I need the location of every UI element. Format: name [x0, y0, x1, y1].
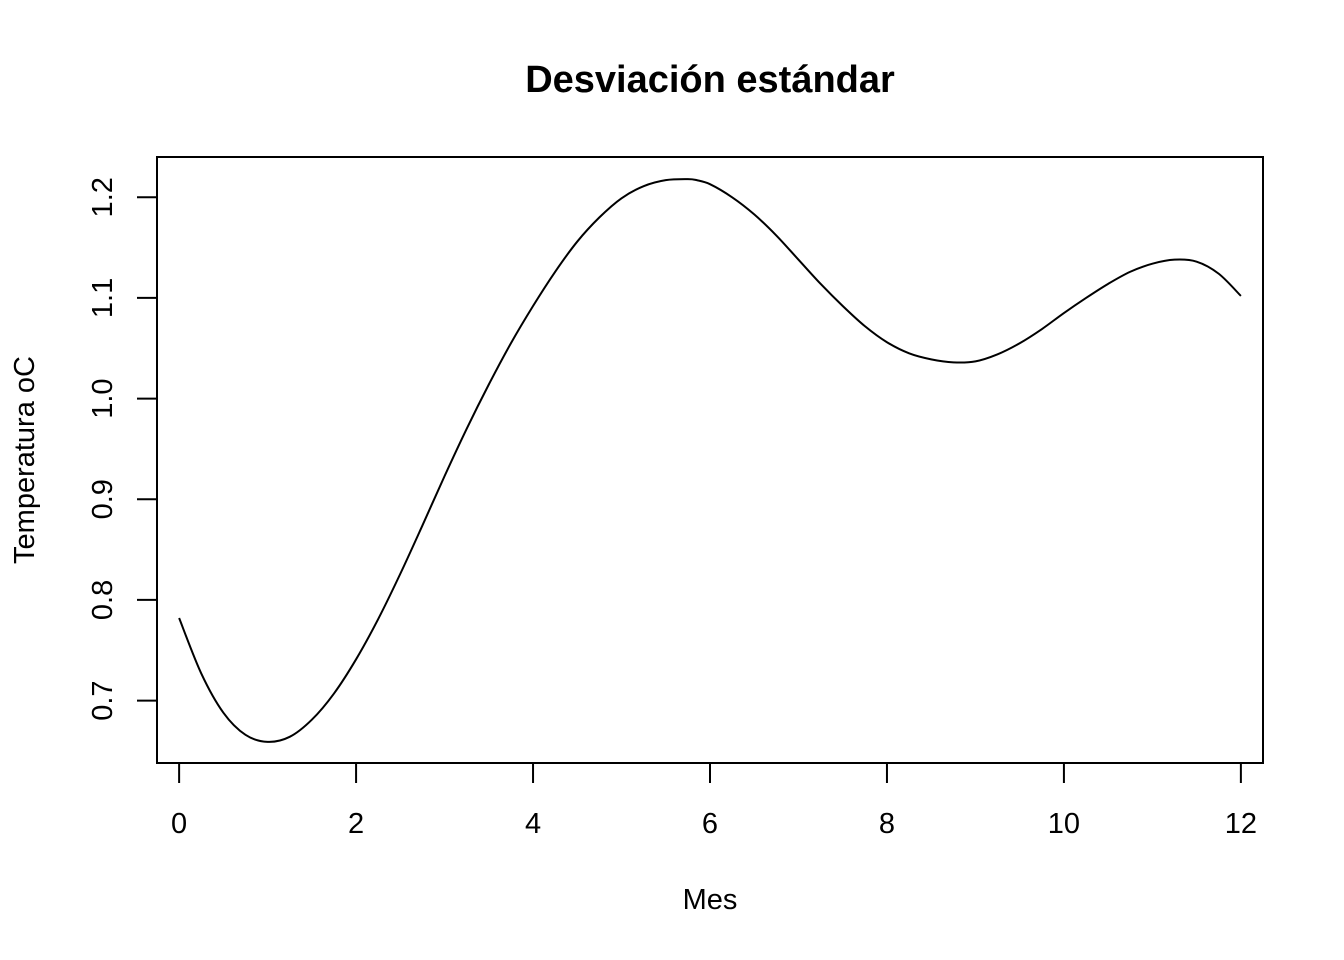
- x-tick-label: 0: [171, 808, 187, 840]
- y-axis-label: Temperatura oC: [9, 356, 41, 564]
- y-tick-label: 1.0: [87, 378, 119, 418]
- plot-frame: [156, 156, 1264, 764]
- x-tick-label: 6: [702, 808, 718, 840]
- x-axis: 0 2 4 6 8 10 12: [171, 762, 1257, 840]
- y-tick-label: 0.8: [87, 580, 119, 620]
- y-tick-label: 0.9: [87, 479, 119, 519]
- x-tick-label: 4: [525, 808, 541, 840]
- series-line: [178, 178, 1242, 743]
- y-axis: 0.7 0.8 0.9 1.0 1.1 1.2: [87, 177, 158, 721]
- y-tick-label: 0.7: [87, 680, 119, 720]
- y-tick-label: 1.2: [87, 177, 119, 217]
- x-tick-label: 12: [1225, 808, 1257, 840]
- x-tick-label: 8: [879, 808, 895, 840]
- x-tick-label: 10: [1048, 808, 1080, 840]
- series-layer: [178, 178, 1242, 743]
- x-tick-label: 2: [348, 808, 364, 840]
- x-axis-label: Mes: [683, 884, 738, 916]
- y-tick-label: 1.1: [87, 278, 119, 318]
- chart-title: Desviación estándar: [525, 59, 895, 101]
